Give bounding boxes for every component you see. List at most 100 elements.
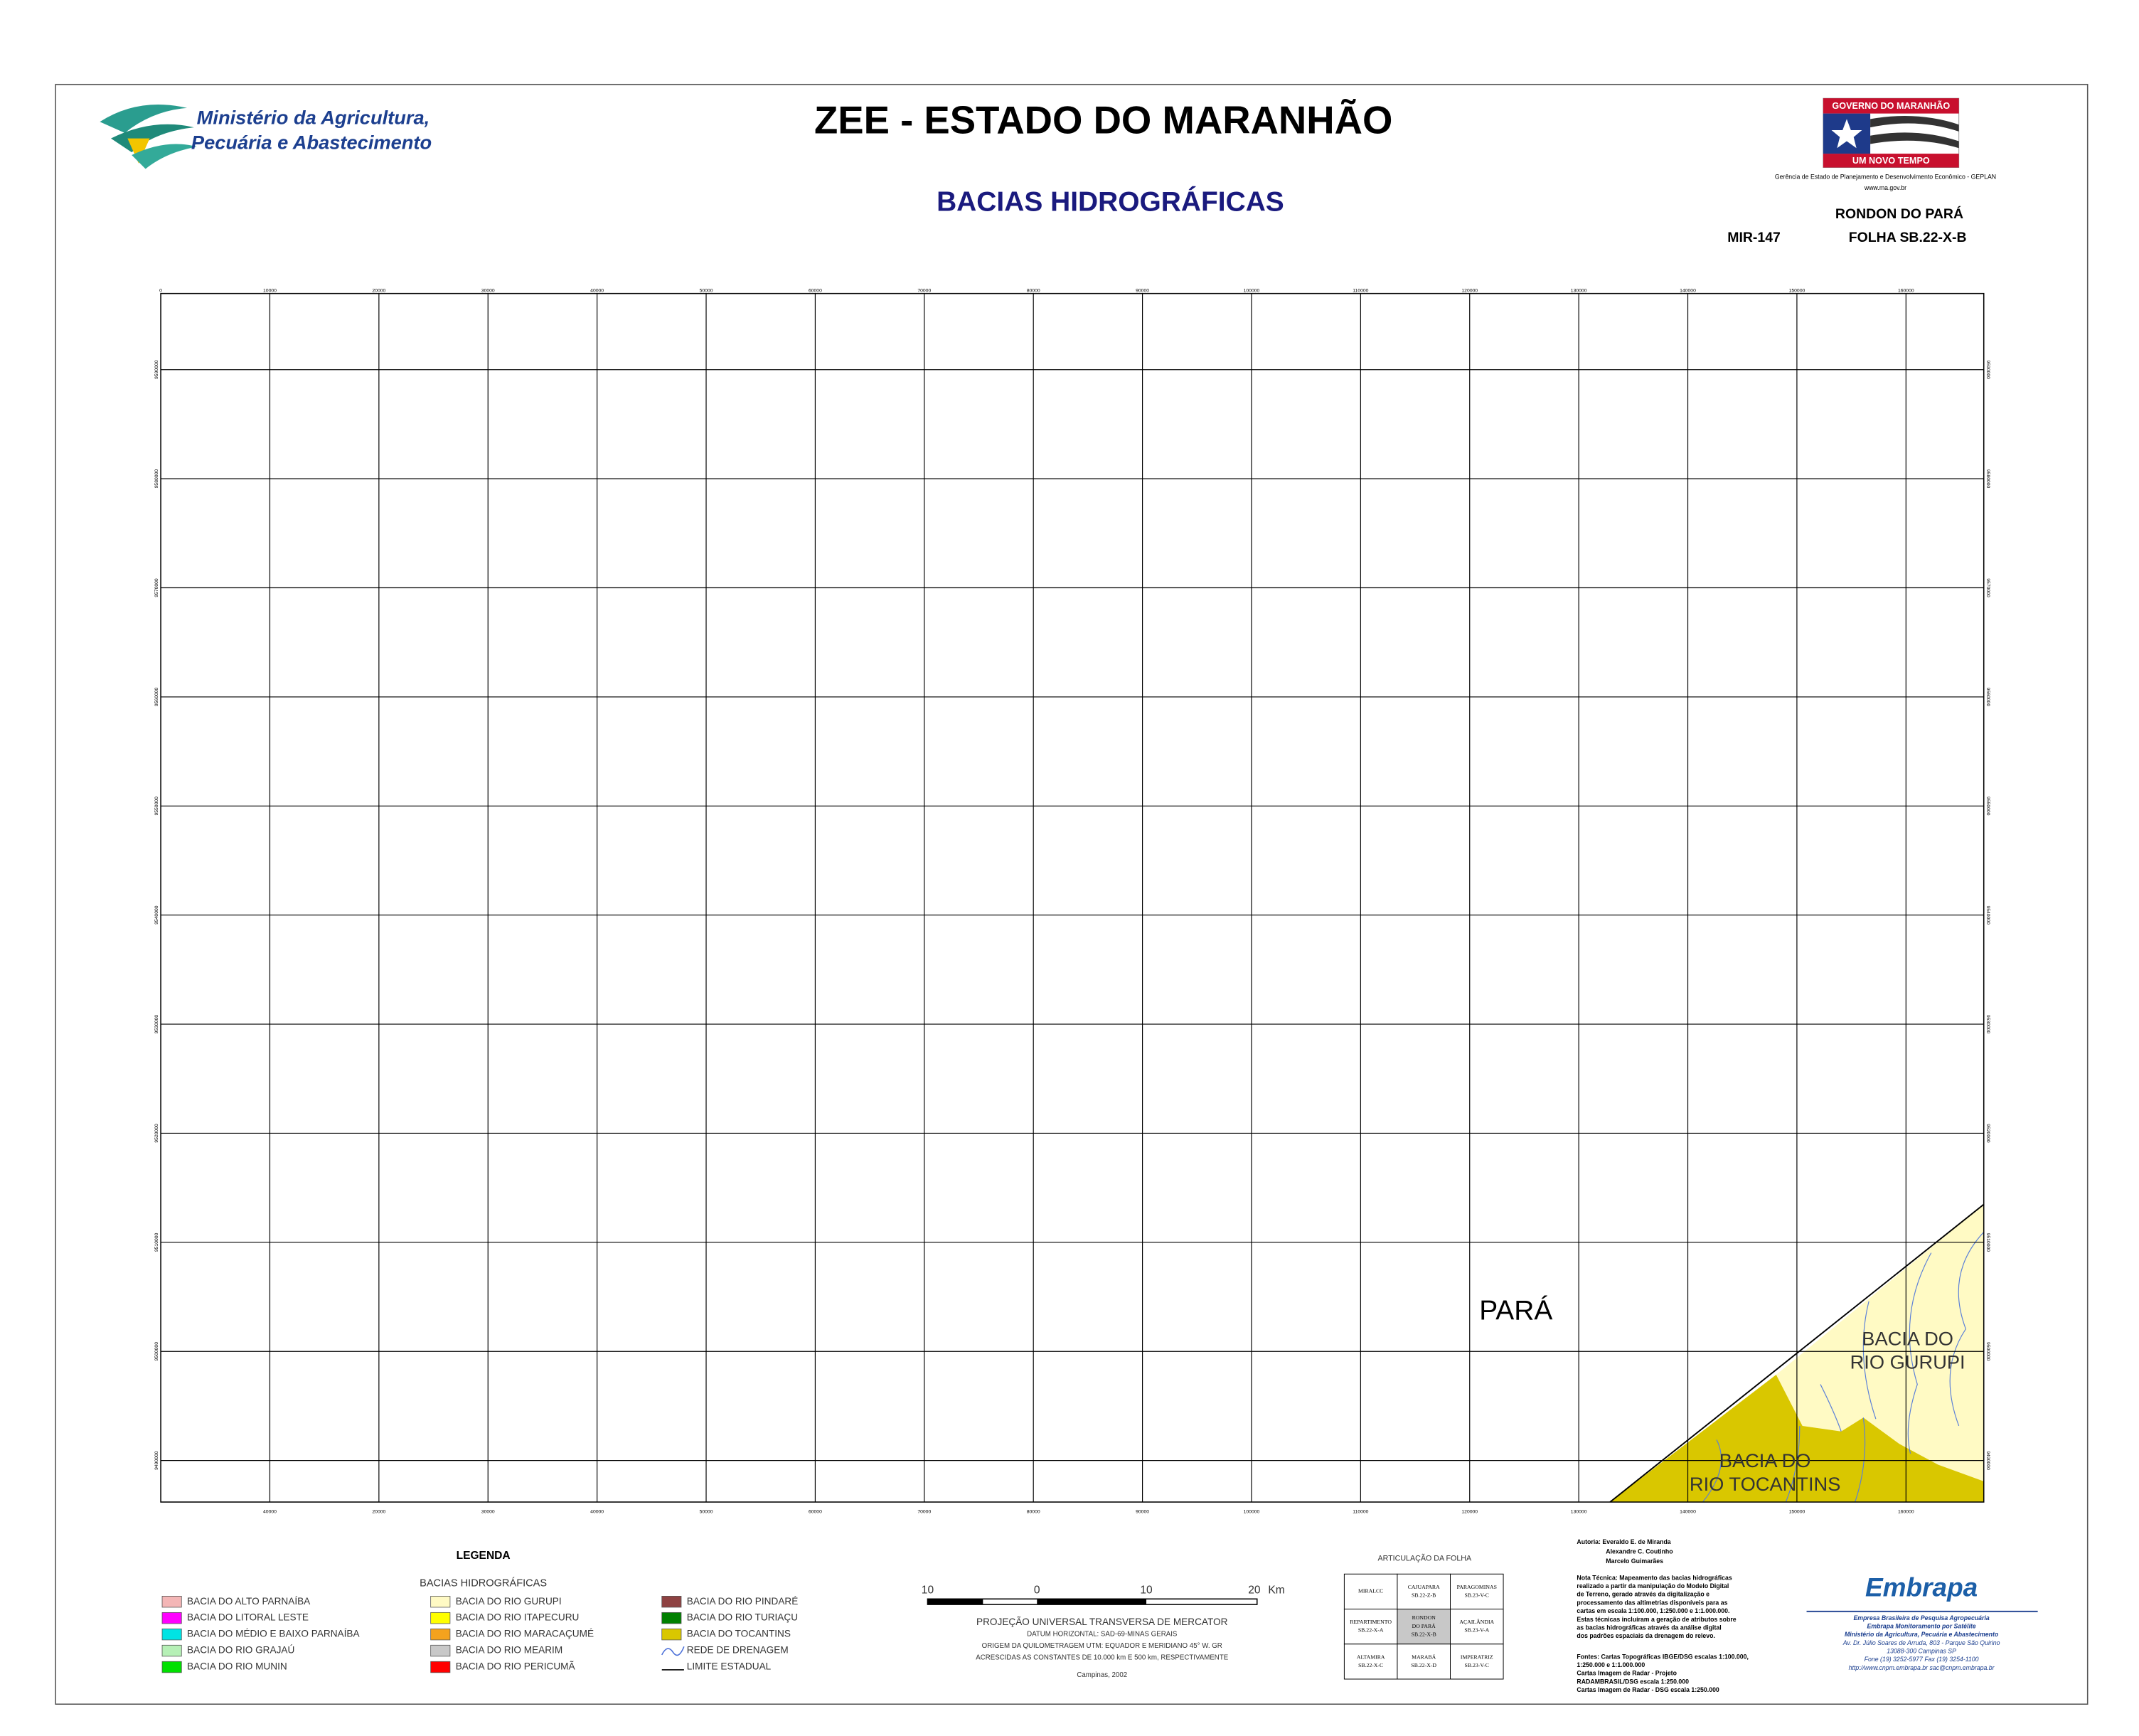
projection-note: ACRESCIDAS AS CONSTANTES DE 10.000 km E … bbox=[976, 1654, 1229, 1662]
embrapa-logo: Embrapa bbox=[1865, 1572, 1978, 1602]
projection-note: DATUM HORIZONTAL: SAD-69-MINAS GERAIS bbox=[1027, 1630, 1178, 1638]
credits: Autoria: Everaldo E. de Miranda Alexandre… bbox=[1577, 1538, 2000, 1693]
y-coordinate: 9560000 bbox=[154, 687, 159, 706]
articulation-label: SB.22-Z-B bbox=[1412, 1592, 1436, 1598]
scale-label: 10 bbox=[1140, 1585, 1153, 1597]
sheet-name: RONDON DO PARÁ bbox=[1835, 206, 1963, 222]
scale-text: 10 0 10 20 Km PROJEÇÃO UNIVERSAL TRANSVERSA D… bbox=[922, 1585, 1285, 1679]
articulation-label: SB.23-V-C bbox=[1465, 1592, 1489, 1598]
x-coordinate: 70000 bbox=[917, 1509, 931, 1514]
articulation-label: SB.23-V-A bbox=[1464, 1627, 1489, 1634]
website: www.ma.gov.br bbox=[1864, 184, 1906, 191]
x-coordinate: 40000 bbox=[590, 1509, 604, 1514]
articulation-label: IMPERATRIZ bbox=[1461, 1654, 1493, 1660]
articulation-label: CAJUAPARA bbox=[1408, 1584, 1440, 1590]
y-coordinate: 9570000 bbox=[1985, 578, 1990, 597]
articulation-cell bbox=[1343, 1573, 1398, 1609]
legend-swatch bbox=[661, 1596, 682, 1608]
articulation-label: PARAGOMINAS bbox=[1457, 1584, 1497, 1590]
x-coordinate: 90000 bbox=[1136, 289, 1149, 294]
legend-swatch bbox=[661, 1612, 682, 1624]
technical-note: realizado a partir da manipulação do Mod… bbox=[1577, 1582, 1729, 1589]
articulation-cell bbox=[1450, 1644, 1504, 1680]
x-coordinate: 60000 bbox=[809, 1509, 822, 1514]
legend-label: BACIA DO RIO GRAJAÚ bbox=[187, 1645, 294, 1656]
scale-label: Km bbox=[1268, 1585, 1284, 1597]
legend: LEGENDA BACIAS HIDROGRÁFICAS BACIA DO ALTO… bbox=[161, 1550, 799, 1673]
articulation-label: SB.22-X-C bbox=[1358, 1662, 1383, 1668]
articulation-label: RONDON bbox=[1412, 1614, 1436, 1621]
x-coordinate: 10000 bbox=[263, 289, 277, 294]
x-coordinate: 20000 bbox=[372, 289, 385, 294]
x-coordinate: 50000 bbox=[700, 289, 713, 294]
y-coordinate: 9580000 bbox=[154, 469, 159, 489]
embrapa-info: http://www.cnpm.embrapa.br sac@cnpm.embr… bbox=[1849, 1664, 1995, 1671]
y-coordinate: 9560000 bbox=[1985, 688, 1990, 707]
embrapa-info: Empresa Brasileira de Pesquisa Agropecuá… bbox=[1853, 1614, 1989, 1621]
y-coordinate: 9580000 bbox=[1985, 469, 1990, 489]
map-border bbox=[160, 292, 1985, 1503]
articulation-label: REPARTIMENTO bbox=[1350, 1619, 1392, 1625]
x-coordinate: 160000 bbox=[1898, 289, 1914, 294]
embrapa-info: Fone (19) 3252-5977 Fax (19) 3254-1100 bbox=[1865, 1656, 1979, 1663]
y-coordinate: 9520000 bbox=[154, 1124, 159, 1143]
y-coordinate: 9550000 bbox=[1985, 797, 1990, 816]
place-date: Campinas, 2002 bbox=[1077, 1671, 1127, 1679]
x-coordinate: 70000 bbox=[917, 289, 931, 294]
x-coordinate: 80000 bbox=[1027, 1509, 1040, 1514]
legend-label: BACIA DO RIO MUNIN bbox=[187, 1661, 287, 1672]
y-coordinate: 9500000 bbox=[154, 1342, 159, 1361]
x-coordinate: 160000 bbox=[1898, 1509, 1914, 1514]
author: Marcelo Guimarães bbox=[1606, 1557, 1663, 1565]
articulation-cell bbox=[1397, 1573, 1451, 1609]
technical-note: Estas técnicas incluíram a geração de at… bbox=[1577, 1616, 1736, 1623]
legend-label: BACIA DO RIO MEARIM bbox=[456, 1645, 562, 1656]
articulation-label: MIRALCC bbox=[1358, 1588, 1383, 1594]
state-label: PARÁ bbox=[1479, 1296, 1552, 1326]
legend-label: BACIA DO RIO PINDARÉ bbox=[687, 1596, 799, 1607]
map-title: ZEE - ESTADO DO MARANHÃO bbox=[814, 99, 1392, 142]
articulation-title: ARTICULAÇÃO DA FOLHA bbox=[1377, 1554, 1472, 1563]
drainage bbox=[1820, 1384, 1842, 1432]
map-frame: 0 10000 20000 30000 40000 50000 60000 70000 8000… bbox=[154, 289, 1990, 1515]
articulation-cell bbox=[1450, 1573, 1504, 1609]
x-coordinate: 140000 bbox=[1680, 289, 1696, 294]
legend-label: BACIA DO MÉDIO E BAIXO PARNAÍBA bbox=[187, 1629, 360, 1639]
map-subtitle: BACIAS HIDROGRÁFICAS bbox=[937, 186, 1284, 217]
articulation-label: ALTAMIRA bbox=[1357, 1654, 1385, 1660]
x-coordinate: 150000 bbox=[1789, 1509, 1805, 1514]
government-slogan: UM NOVO TEMPO bbox=[1852, 156, 1930, 166]
y-coordinate: 9490000 bbox=[1985, 1451, 1990, 1470]
ministry-logo bbox=[100, 105, 197, 169]
articulation-cell bbox=[1397, 1609, 1451, 1645]
legend-label: BACIA DO RIO GURUPI bbox=[456, 1596, 562, 1607]
articulation-label: MARABÁ bbox=[1412, 1653, 1436, 1660]
x-coordinate: 60000 bbox=[809, 289, 822, 294]
y-coordinate: 9550000 bbox=[154, 797, 159, 816]
x-coordinate: 110000 bbox=[1353, 289, 1368, 294]
x-coordinate: 100000 bbox=[1244, 289, 1260, 294]
government-logo bbox=[1823, 97, 1960, 169]
technical-note: cartas em escala 1:100.000, 1:250.000 e … bbox=[1577, 1607, 1729, 1614]
drainage bbox=[1907, 1252, 1932, 1454]
y-coordinate: 9530000 bbox=[154, 1015, 159, 1034]
scale-bar bbox=[927, 1598, 1258, 1605]
basin-gurupi bbox=[1776, 1204, 1984, 1481]
sources: Fontes: Cartas Topográficas IBGE/DSG esc… bbox=[1577, 1653, 1749, 1660]
technical-note: processamento das altimetrias disponívei… bbox=[1577, 1599, 1727, 1606]
legend-label: BACIA DO LITORAL LESTE bbox=[187, 1612, 309, 1623]
articulation-label: SB.22-X-D bbox=[1411, 1662, 1436, 1668]
articulation-label: SB.22-X-A bbox=[1358, 1627, 1384, 1634]
x-coordinate: 20000 bbox=[372, 1509, 385, 1514]
legend-label: BACIA DO RIO MARACAÇUMÉ bbox=[456, 1629, 594, 1639]
ministry-name: Pecuária e Abastecimento bbox=[191, 132, 432, 154]
sources: RADAMBRASIL/DSG escala 1:250.000 bbox=[1577, 1678, 1689, 1685]
articulation-cell bbox=[1397, 1644, 1451, 1680]
articulation-label: DO PARÁ bbox=[1412, 1622, 1436, 1629]
projection-note: ORIGEM DA QUILOMETRAGEM UTM: EQUADOR E M… bbox=[982, 1642, 1222, 1650]
embrapa-info: Ministério da Agricultura, Pecuária e Ab… bbox=[1845, 1631, 1999, 1638]
scale-label: 0 bbox=[1034, 1585, 1040, 1597]
technical-note: de Terreno, gerado através da digitaliza… bbox=[1577, 1591, 1709, 1598]
sheet-border bbox=[55, 83, 2089, 1705]
